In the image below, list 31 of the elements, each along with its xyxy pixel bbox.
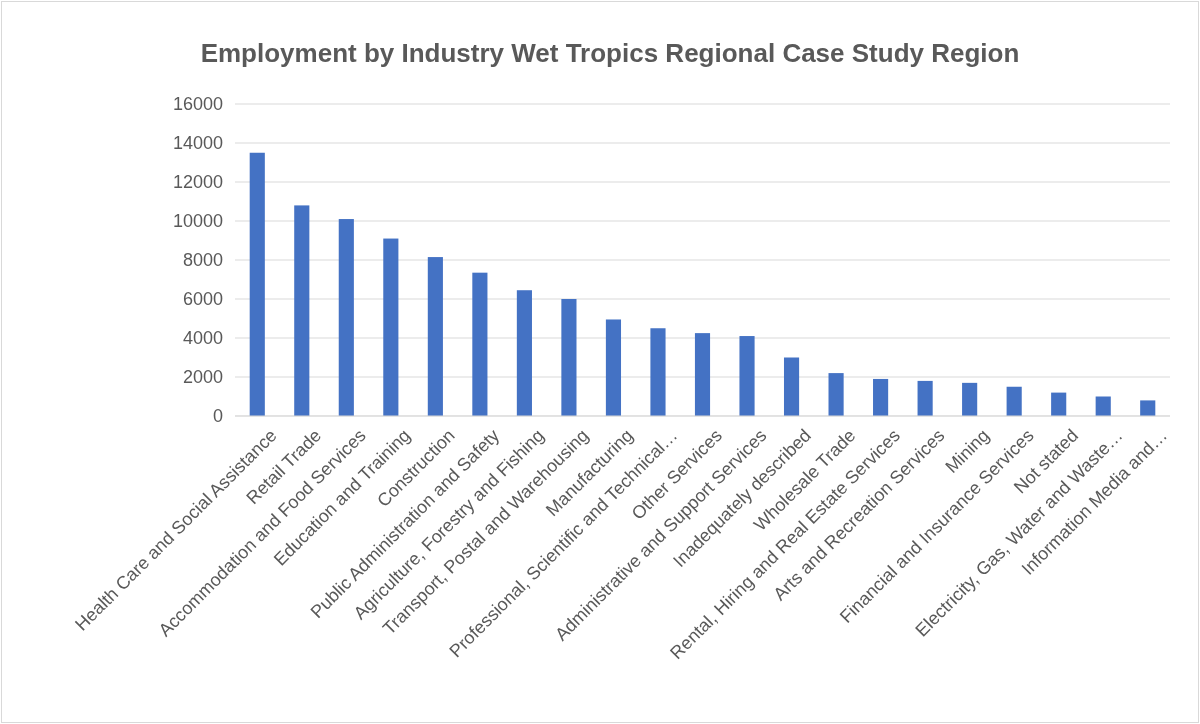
- y-tick-label: 12000: [172, 172, 223, 193]
- bar: [873, 378, 889, 416]
- bar: [427, 257, 443, 416]
- bar: [605, 319, 622, 416]
- bar: [783, 357, 800, 416]
- y-tick-label: 0: [212, 406, 223, 427]
- y-tick-label: 4000: [182, 328, 223, 349]
- bar: [516, 290, 532, 416]
- y-tick-label: 14000: [172, 133, 223, 154]
- bar: [828, 373, 844, 416]
- bar: [739, 336, 755, 416]
- bar: [1095, 396, 1111, 416]
- bar: [472, 272, 488, 416]
- bar: [1006, 386, 1022, 416]
- bar: [338, 219, 354, 416]
- bar: [383, 238, 399, 416]
- bar: [962, 382, 978, 416]
- bar: [1140, 400, 1156, 416]
- bar: [294, 205, 310, 416]
- y-tick-label: 6000: [182, 289, 223, 310]
- bar: [650, 328, 666, 416]
- bar: [917, 380, 933, 416]
- bar: [561, 299, 577, 416]
- y-tick-label: 10000: [172, 211, 223, 232]
- bar: [249, 152, 265, 416]
- chart-title: Employment by Industry Wet Tropics Regional Case Study Region: [200, 38, 1020, 68]
- bar: [1051, 392, 1067, 416]
- y-tick-label: 2000: [182, 367, 223, 388]
- bar: [694, 333, 711, 416]
- y-tick-label: 8000: [182, 250, 223, 271]
- y-tick-label: 16000: [172, 94, 223, 115]
